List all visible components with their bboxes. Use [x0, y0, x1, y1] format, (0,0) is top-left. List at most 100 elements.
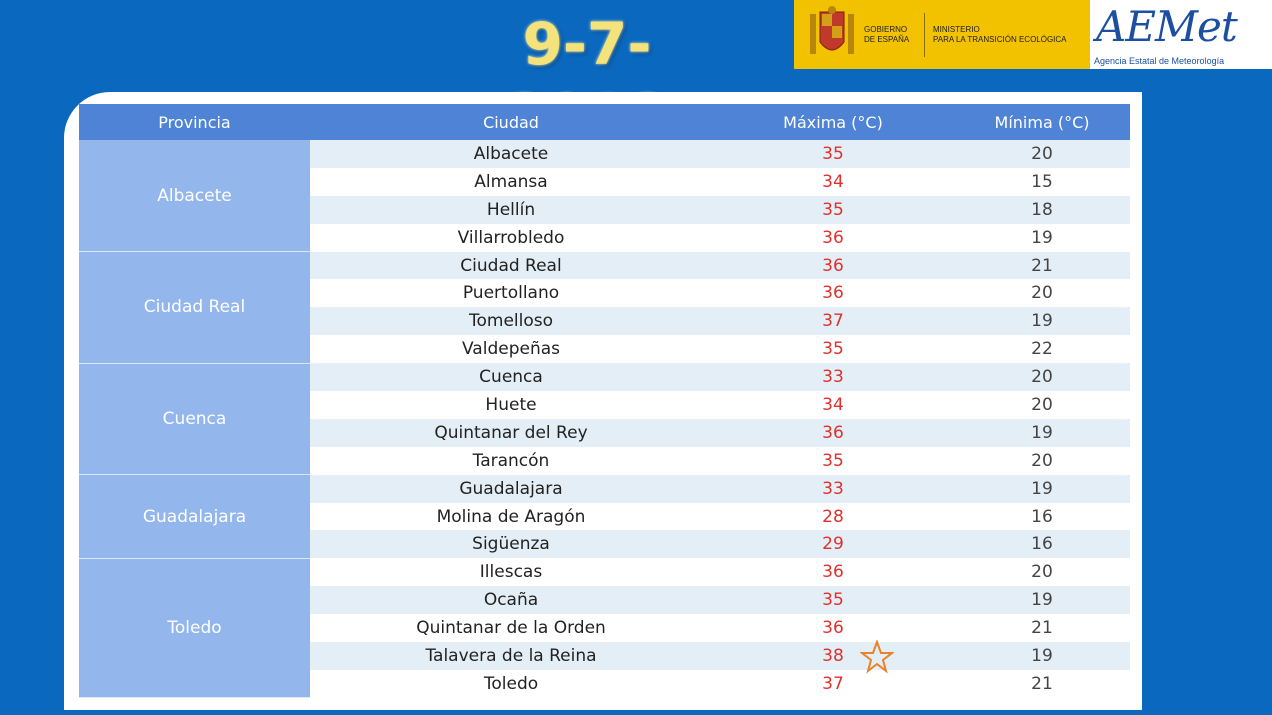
- table-row: Tarancón 35 20: [79, 446, 1130, 475]
- gov-line-1: GOBIERNO: [864, 24, 908, 34]
- min-temp-cell: 19: [954, 418, 1130, 447]
- government-banner: GOBIERNO DE ESPAÑA MINISTERIO PARA LA TR…: [794, 0, 1090, 69]
- city-cell: Quintanar de la Orden: [310, 614, 712, 643]
- max-temp-cell: 36: [712, 418, 954, 447]
- table-body: Albacete Albacete 35 20 Almansa 34 15 Hellín 35 1…: [79, 140, 1130, 699]
- table-row: Tomelloso 37 19: [79, 307, 1130, 336]
- max-temp-cell: 37: [712, 669, 954, 698]
- max-temp-cell: 38: [712, 642, 954, 670]
- min-temp-cell: 19: [954, 223, 1130, 252]
- city-cell: Albacete: [310, 140, 712, 168]
- min-temp-cell: 20: [954, 363, 1130, 392]
- max-temp-cell: 34: [712, 167, 954, 196]
- government-label: GOBIERNO DE ESPAÑA: [864, 25, 924, 45]
- min-temp-cell: 20: [954, 279, 1130, 308]
- min-temp-cell: 18: [954, 195, 1130, 224]
- min-temp-cell: 20: [954, 558, 1130, 587]
- table-row: Toledo Illescas 36 20: [79, 558, 1130, 699]
- max-temp-cell: 35: [712, 446, 954, 475]
- max-temp-cell: 36: [712, 279, 954, 308]
- column-header-provincia: Provincia: [79, 104, 310, 140]
- max-temp-cell: 33: [712, 363, 954, 392]
- city-cell: Almansa: [310, 167, 712, 196]
- city-cell: Ocaña: [310, 586, 712, 615]
- max-temp-cell: 36: [712, 614, 954, 643]
- table-row: Almansa 34 15: [79, 167, 1130, 196]
- column-header-maxima: Máxima (°C): [712, 104, 954, 140]
- min-temp-cell: 15: [954, 167, 1130, 196]
- aemet-logo: AEMet: [1096, 2, 1238, 51]
- table-header-row: Provincia Ciudad Máxima (°C) Mínima (°C): [79, 104, 1130, 140]
- min-temp-cell: 19: [954, 586, 1130, 615]
- ministry-line-1: MINISTERIO: [933, 24, 980, 34]
- table-row: Sigüenza 29 16: [79, 530, 1130, 559]
- date-title: 9-7-2018: [506, 10, 667, 150]
- city-cell: Molina de Aragón: [310, 502, 712, 531]
- max-temp-cell: 35: [712, 140, 954, 168]
- city-cell: Talavera de la Reina: [310, 642, 712, 670]
- province-cell: Guadalajara: [79, 474, 310, 559]
- max-temp-cell: 37: [712, 307, 954, 336]
- city-cell: Guadalajara: [310, 474, 712, 503]
- city-cell: Cuenca: [310, 363, 712, 392]
- city-cell: Toledo: [310, 669, 712, 698]
- table-row: Talavera de la Reina 38 19: [79, 642, 1130, 670]
- max-temp-cell: 36: [712, 251, 954, 280]
- table-row: Toledo 37 21: [79, 669, 1130, 698]
- aemet-subtitle: Agencia Estatal de Meteorología: [1094, 56, 1225, 66]
- table-row: Valdepeñas 35 22: [79, 335, 1130, 364]
- city-cell: Ciudad Real: [310, 251, 712, 280]
- table-row: Ciudad Real Ciudad Real 36 21: [79, 251, 1130, 364]
- gov-line-2: DE ESPAÑA: [864, 34, 910, 44]
- max-temp-cell: 36: [712, 558, 954, 587]
- max-temp-cell: 35: [712, 586, 954, 615]
- min-temp-cell: 21: [954, 251, 1130, 280]
- city-cell: Tarancón: [310, 446, 712, 475]
- column-header-minima: Mínima (°C): [954, 104, 1130, 140]
- min-temp-cell: 21: [954, 614, 1130, 643]
- ministry-label: MINISTERIO PARA LA TRANSICIÓN ECOLÓGICA: [933, 25, 1083, 45]
- max-temp-cell: 35: [712, 195, 954, 224]
- star-icon: [859, 639, 895, 674]
- city-cell: Puertollano: [310, 279, 712, 308]
- aemet-logo-box: AEMet Agencia Estatal de Meteorología: [1090, 0, 1272, 69]
- table-row: Hellín 35 18: [79, 195, 1130, 224]
- min-temp-cell: 20: [954, 140, 1130, 168]
- table-row: Puertollano 36 20: [79, 279, 1130, 308]
- max-temp-cell: 29: [712, 530, 954, 559]
- city-cell: Villarrobledo: [310, 223, 712, 252]
- province-cell: Albacete: [79, 140, 310, 253]
- ministry-line-2: PARA LA TRANSICIÓN ECOLÓGICA: [933, 34, 1067, 44]
- max-temp-cell: 36: [712, 223, 954, 252]
- table-row: Ocaña 35 19: [79, 586, 1130, 615]
- max-temp-cell: 35: [712, 335, 954, 364]
- min-temp-cell: 16: [954, 530, 1130, 559]
- min-temp-cell: 19: [954, 307, 1130, 336]
- table-row: Quintanar de la Orden 36 21: [79, 614, 1130, 643]
- province-cell: Toledo: [79, 558, 310, 699]
- table-row: Huete 34 20: [79, 391, 1130, 419]
- city-cell: Illescas: [310, 558, 712, 587]
- table-row: Albacete Albacete 35 20: [79, 140, 1130, 253]
- temperature-table: Provincia Ciudad Máxima (°C) Mínima (°C)…: [79, 104, 1130, 699]
- province-cell: Ciudad Real: [79, 251, 310, 364]
- table-row: Quintanar del Rey 36 19: [79, 418, 1130, 447]
- table-row: Cuenca Cuenca 33 20: [79, 363, 1130, 476]
- column-header-ciudad: Ciudad: [310, 104, 712, 140]
- min-temp-cell: 20: [954, 391, 1130, 419]
- city-cell: Huete: [310, 391, 712, 419]
- city-cell: Valdepeñas: [310, 335, 712, 364]
- min-temp-cell: 22: [954, 335, 1130, 364]
- table-row: Guadalajara Guadalajara 33 19: [79, 474, 1130, 559]
- min-temp-cell: 16: [954, 502, 1130, 531]
- city-cell: Sigüenza: [310, 530, 712, 559]
- banner-divider: [924, 12, 925, 57]
- max-temp-cell: 33: [712, 474, 954, 503]
- table-row: Molina de Aragón 28 16: [79, 502, 1130, 531]
- city-cell: Hellín: [310, 195, 712, 224]
- max-temp-cell: 34: [712, 391, 954, 419]
- min-temp-cell: 20: [954, 446, 1130, 475]
- table-row: Villarrobledo 36 19: [79, 223, 1130, 252]
- min-temp-cell: 19: [954, 474, 1130, 503]
- province-cell: Cuenca: [79, 363, 310, 476]
